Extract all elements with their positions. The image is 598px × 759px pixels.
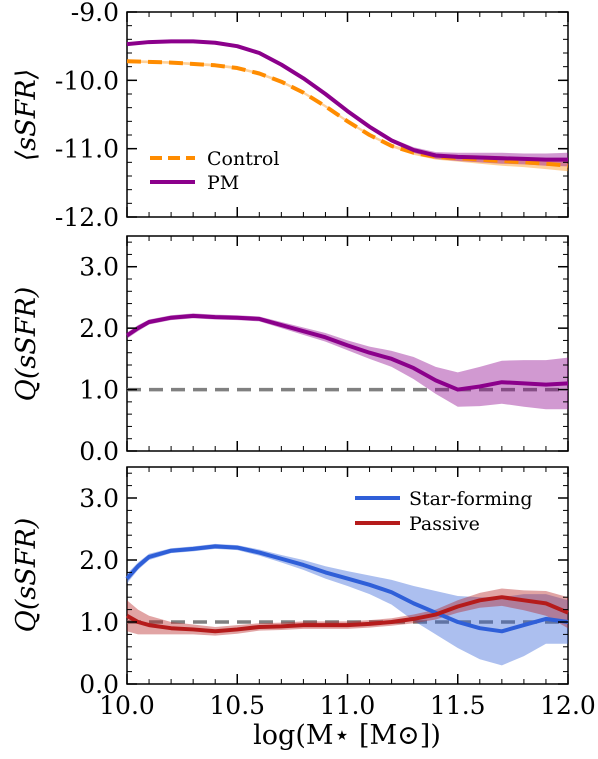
top-panel: -12.0 -11.0 -10.0 -9.0 ⟨sSFR⟩ Control PM bbox=[11, 0, 569, 232]
top-ticks: -12.0 -11.0 -10.0 -9.0 bbox=[55, 0, 569, 232]
control-line bbox=[126, 59, 569, 168]
middle-plot-area bbox=[125, 313, 569, 410]
pm-line bbox=[126, 39, 568, 162]
y-tick-label: 2.0 bbox=[79, 546, 119, 575]
y-tick-label: 2.0 bbox=[79, 314, 119, 343]
y-tick-label: -11.0 bbox=[55, 135, 119, 164]
bottom-legend: Star-forming Passive bbox=[355, 488, 533, 535]
y-tick-label: 0.0 bbox=[79, 670, 119, 699]
star-forming-line bbox=[125, 544, 569, 634]
legend-pm-label: PM bbox=[207, 172, 239, 194]
middle-panel: 0.0 1.0 2.0 3.0 Q(sSFR) bbox=[11, 235, 569, 466]
y-tick-label: -10.0 bbox=[55, 66, 119, 95]
top-legend: Control PM bbox=[150, 148, 279, 194]
x-tick-label: 10.0 bbox=[99, 691, 155, 720]
bottom-plot-area bbox=[125, 543, 569, 666]
bottom-ticks: 0.0 1.0 2.0 3.0 10.0 10.5 11.0 11.5 12.0 bbox=[79, 467, 596, 720]
bottom-ylabel: Q(sSFR) bbox=[11, 518, 42, 633]
x-tick-label: 11.5 bbox=[430, 691, 486, 720]
top-plot-area bbox=[126, 39, 569, 172]
y-tick-label: 0.0 bbox=[79, 437, 119, 466]
passive-error-band bbox=[127, 588, 568, 636]
middle-ylabel: Q(sSFR) bbox=[11, 287, 42, 402]
passive-line bbox=[126, 595, 569, 634]
x-axis-label: log(M⋆ [M⊙]) bbox=[253, 720, 441, 751]
x-tick-label: 10.5 bbox=[209, 691, 265, 720]
y-tick-label: -12.0 bbox=[55, 203, 119, 232]
x-tick-label: 12.0 bbox=[540, 691, 596, 720]
star-forming-error-band bbox=[127, 543, 568, 666]
legend-passive-label: Passive bbox=[409, 513, 480, 535]
y-tick-label: 3.0 bbox=[79, 253, 119, 282]
legend-star-forming-label: Star-forming bbox=[409, 488, 533, 510]
x-tick-label: 11.0 bbox=[320, 691, 376, 720]
legend-control-label: Control bbox=[207, 148, 279, 170]
y-tick-label: -9.0 bbox=[71, 0, 119, 27]
top-ylabel: ⟨sSFR⟩ bbox=[11, 69, 42, 161]
y-tick-label: 1.0 bbox=[79, 376, 119, 405]
top-ylabel-text: ⟨sSFR⟩ bbox=[11, 69, 42, 161]
pm-error-band bbox=[127, 313, 568, 410]
pm-line bbox=[125, 313, 569, 392]
y-tick-label: 3.0 bbox=[79, 484, 119, 513]
bottom-ylabel-text: Q(sSFR) bbox=[11, 518, 42, 633]
y-tick-label: 1.0 bbox=[79, 608, 119, 637]
bottom-panel: 0.0 1.0 2.0 3.0 10.0 10.5 11.0 11.5 12.0 Q(sSFR)… bbox=[11, 466, 596, 751]
middle-ticks: 0.0 1.0 2.0 3.0 bbox=[79, 236, 569, 466]
pm-error-band bbox=[127, 40, 568, 167]
middle-ylabel-text: Q(sSFR) bbox=[11, 287, 42, 402]
